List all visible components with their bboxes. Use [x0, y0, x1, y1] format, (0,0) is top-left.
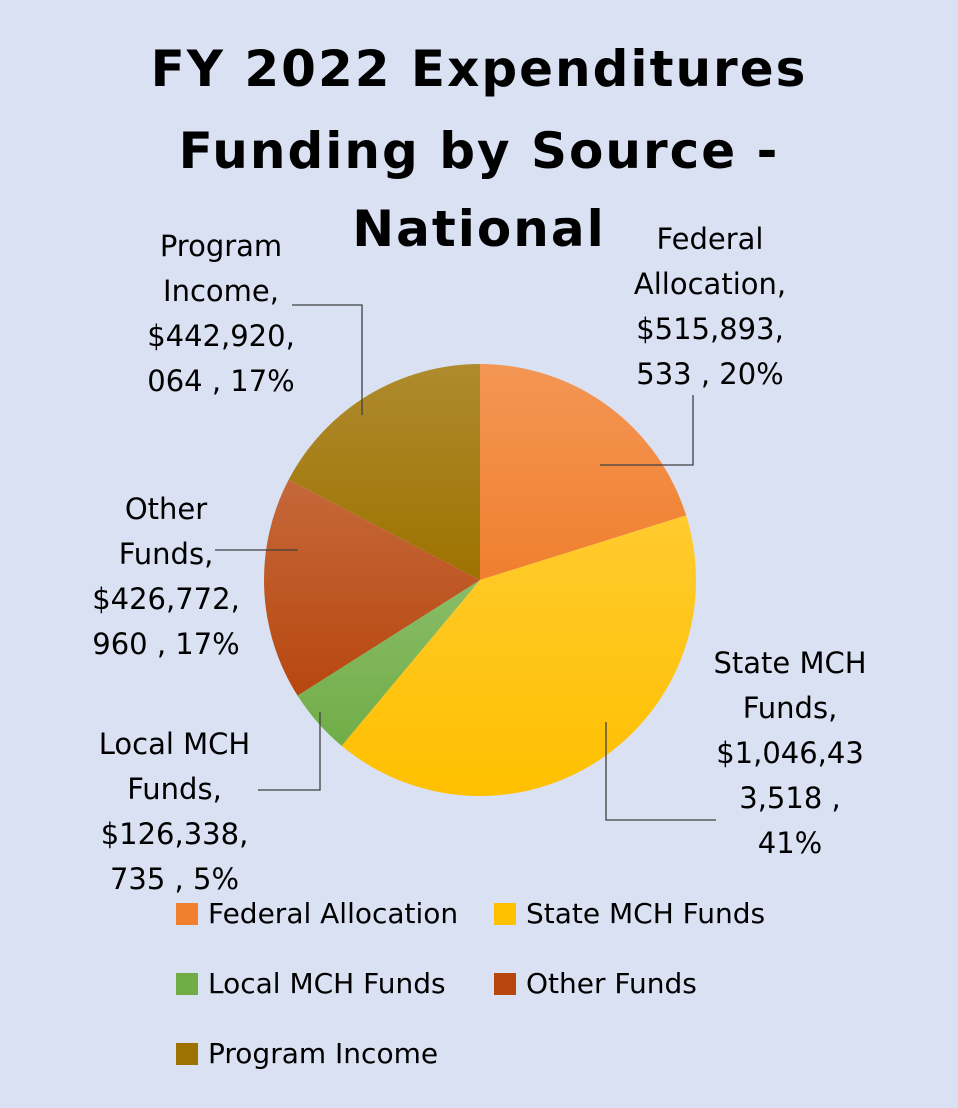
- pie-slice-other-funds: [264, 479, 480, 696]
- chart-title-line-2: Funding by Source -: [178, 122, 780, 180]
- legend-swatch: [176, 1042, 198, 1065]
- data-label-line: Funds,: [742, 691, 838, 725]
- data-label-line: Local MCH: [98, 727, 251, 761]
- data-label-line: Program: [159, 229, 283, 263]
- data-label-line: 533 , 20%: [636, 357, 784, 391]
- data-label-line: 41%: [757, 826, 823, 860]
- data-label-line: Federal: [656, 222, 764, 256]
- legend-label: Federal Allocation: [208, 897, 459, 930]
- legend-swatch: [176, 972, 198, 995]
- chart-title-line-1: FY 2022 Expenditures: [150, 40, 808, 98]
- legend-label: Local MCH Funds: [208, 967, 446, 1000]
- data-label-federal-allocation: Federal Allocation, $515,893, 533 , 20%: [610, 217, 810, 397]
- data-label-program-income: Program Income, $442,920, 064 , 17%: [121, 224, 321, 404]
- data-label-line: Income,: [163, 274, 279, 308]
- pie-slice-state-mch-funds: [341, 515, 696, 796]
- legend-item-local-mch-funds: Local MCH Funds: [176, 967, 446, 1000]
- data-label-state-mch-funds: State MCH Funds, $1,046,43 3,518 , 41%: [690, 641, 890, 866]
- legend-swatch: [494, 902, 516, 925]
- data-label-other-funds: Other Funds, $426,772, 960 , 17%: [68, 487, 264, 667]
- pie-slices: [264, 364, 696, 796]
- chart-title-line-3: National: [352, 200, 606, 258]
- data-label-line: $1,046,43: [716, 736, 864, 770]
- legend-item-state-mch-funds: State MCH Funds: [494, 897, 765, 930]
- legend-item-program-income: Program Income: [176, 1037, 438, 1070]
- leader-line-program-income: [292, 304, 363, 415]
- data-label-line: 064 , 17%: [147, 364, 295, 398]
- legend-label: State MCH Funds: [526, 897, 766, 930]
- data-label-line: $442,920,: [147, 319, 295, 353]
- data-label-line: 960 , 17%: [92, 627, 240, 661]
- data-label-line: Funds,: [118, 537, 214, 571]
- leader-line-state-mch-funds: [605, 722, 716, 821]
- pie-slice-program-income: [288, 364, 480, 580]
- data-label-line: $126,338,: [100, 817, 249, 851]
- data-label-line: 735 , 5%: [109, 862, 239, 896]
- data-label-line: Funds,: [127, 772, 222, 806]
- legend-item-federal-allocation: Federal Allocation: [176, 897, 458, 930]
- pie-slice-federal-allocation: [480, 364, 687, 580]
- data-label-local-mch-funds: Local MCH Funds, $126,338, 735 , 5%: [72, 722, 277, 902]
- data-label-line: $426,772,: [92, 582, 240, 616]
- legend-label: Program Income: [208, 1037, 439, 1070]
- pie-slice-local-mch-funds: [297, 580, 480, 746]
- data-label-line: Allocation,: [633, 267, 787, 301]
- legend-label: Other Funds: [526, 967, 697, 1000]
- legend-swatch: [176, 902, 198, 925]
- data-label-line: 3,518 ,: [739, 781, 841, 815]
- legend-swatch: [494, 972, 516, 995]
- legend-item-other-funds: Other Funds: [494, 967, 697, 1000]
- data-label-line: State MCH: [713, 646, 867, 680]
- data-label-line: Other: [124, 492, 208, 526]
- data-label-line: $515,893,: [636, 312, 784, 346]
- leader-lines: [215, 304, 716, 821]
- leader-line-local-mch-funds: [258, 712, 321, 791]
- leader-line-federal-allocation: [600, 395, 694, 466]
